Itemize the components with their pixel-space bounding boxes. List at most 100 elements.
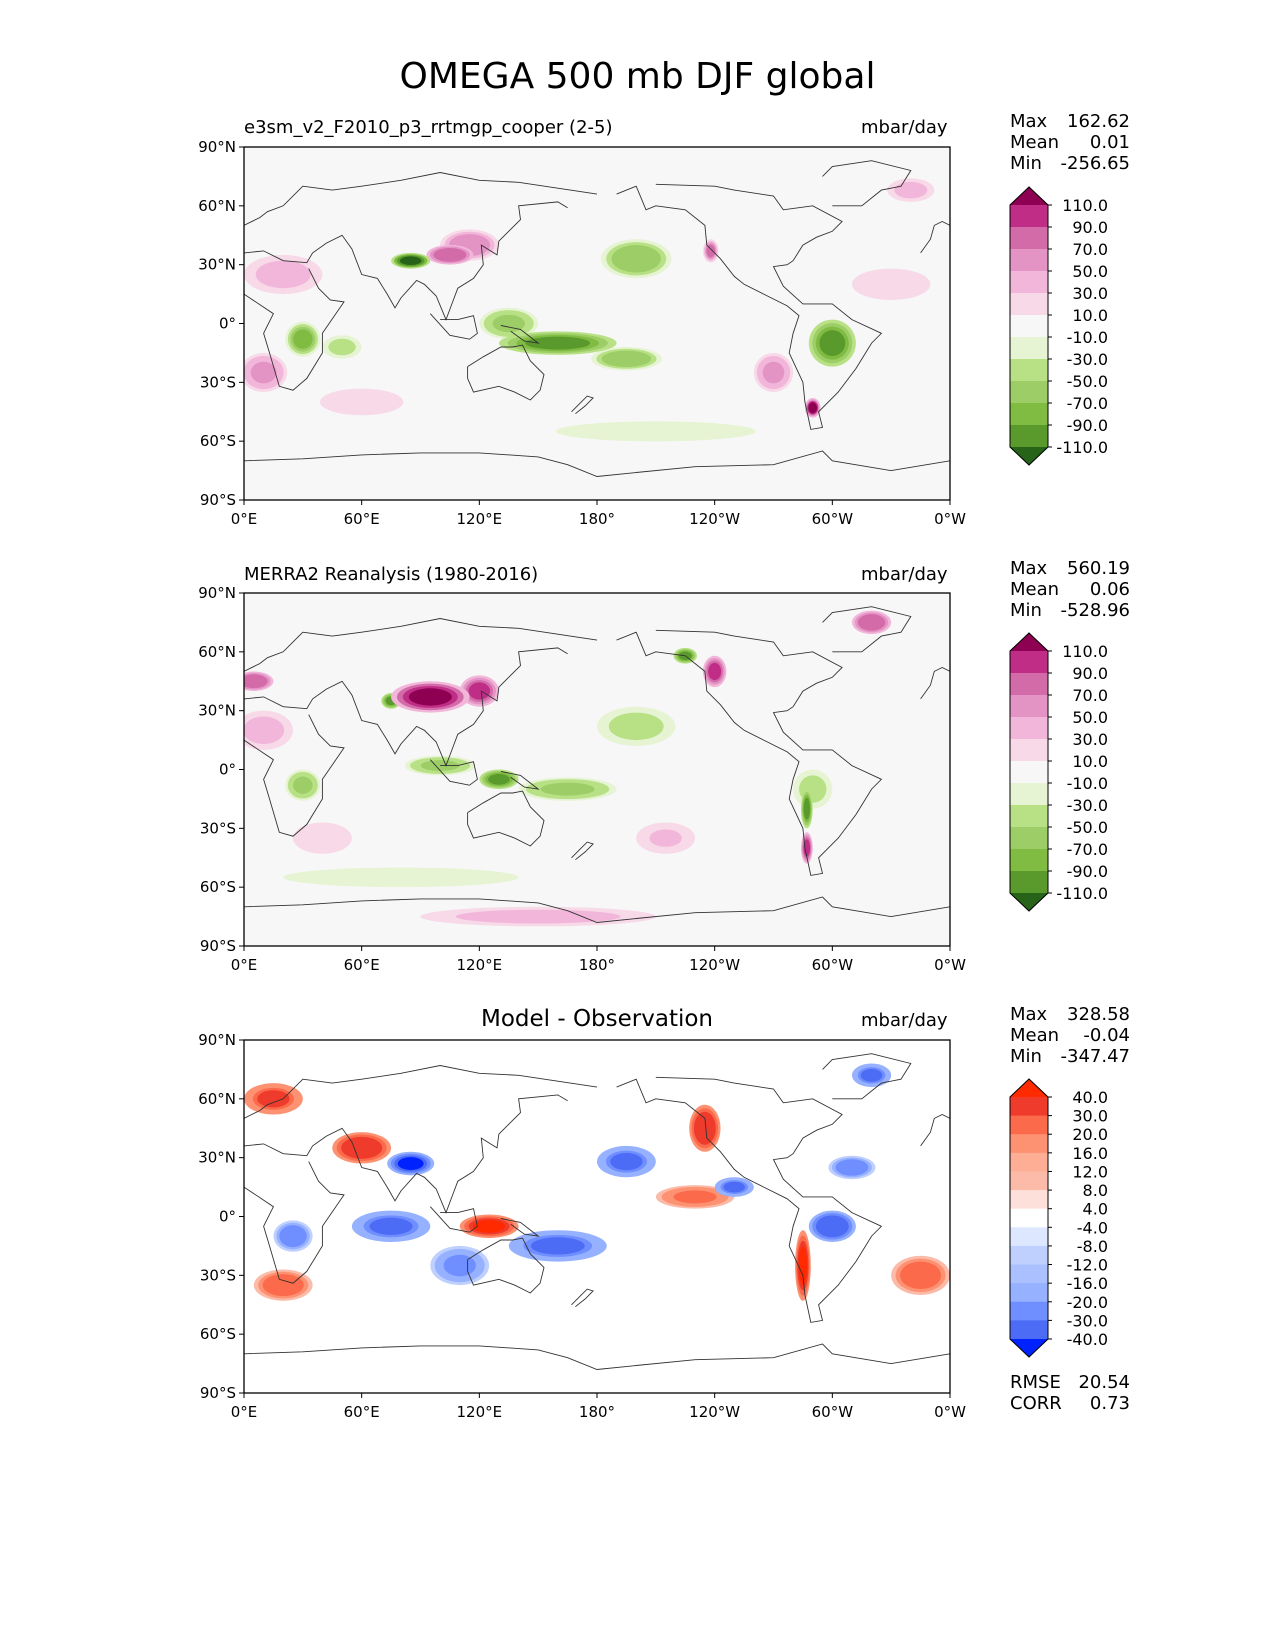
field-contour bbox=[472, 1219, 506, 1233]
colorbar-tick-label: -50.0 bbox=[1067, 818, 1108, 837]
map-panel-1: 0°E 60°E 120°E 180° 120°W 60°W 0°W 90°N 60°N 30°N… bbox=[198, 138, 966, 528]
field-contour bbox=[267, 1276, 300, 1294]
panel2-min-value: -528.96 bbox=[1060, 600, 1130, 621]
colorbar-tick-label: 40.0 bbox=[1072, 1088, 1108, 1107]
colorbar-segment bbox=[1010, 1190, 1048, 1210]
y-tick-label: 30°N bbox=[198, 1149, 236, 1167]
colorbar-segment bbox=[1010, 1134, 1048, 1154]
colorbar-segment bbox=[1010, 359, 1048, 382]
colorbar-segment bbox=[1010, 249, 1048, 272]
field-contour bbox=[492, 314, 525, 333]
colorbar-extend-bottom bbox=[1010, 447, 1048, 465]
colorbar-tick-label: 110.0 bbox=[1062, 642, 1108, 661]
colorbar-tick-label: 90.0 bbox=[1072, 218, 1108, 237]
colorbar-tick-label: 4.0 bbox=[1083, 1200, 1108, 1219]
x-tick-label: 0°E bbox=[231, 956, 258, 974]
field-contour bbox=[261, 263, 305, 286]
panel1-max-value: 162.62 bbox=[1067, 111, 1130, 132]
coastline bbox=[429, 759, 478, 786]
colorbar-segment bbox=[1010, 1245, 1048, 1266]
y-tick-label: 0° bbox=[219, 315, 236, 333]
x-tick-label: 60°E bbox=[344, 510, 380, 528]
coastline bbox=[429, 313, 478, 340]
panel3-mean-value: -0.04 bbox=[1083, 1025, 1130, 1046]
coastline bbox=[500, 325, 540, 344]
colorbar-segment bbox=[1010, 1227, 1048, 1247]
colorbar-tick-label: 10.0 bbox=[1072, 306, 1108, 325]
coastline bbox=[244, 1065, 598, 1119]
coastline bbox=[920, 220, 950, 254]
coastline bbox=[500, 771, 540, 790]
coastline bbox=[244, 896, 950, 923]
colorbar-tick-label: -20.0 bbox=[1067, 1293, 1108, 1312]
field-contour bbox=[607, 352, 646, 366]
field-contour bbox=[860, 615, 883, 629]
field-contour bbox=[250, 361, 277, 384]
colorbar-tick-label: -30.0 bbox=[1067, 796, 1108, 815]
colorbar-segment bbox=[1010, 1115, 1048, 1135]
field-contour bbox=[334, 393, 389, 411]
colorbar-tick-label: -16.0 bbox=[1067, 1274, 1108, 1293]
panel2-min-label: Min bbox=[1010, 600, 1042, 621]
colorbar-segment bbox=[1010, 717, 1048, 740]
field-contour bbox=[488, 773, 510, 785]
field-contour bbox=[708, 662, 722, 681]
x-tick-label: 120°W bbox=[689, 510, 740, 528]
y-tick-label: 30°N bbox=[198, 702, 236, 720]
y-tick-label: 90°N bbox=[198, 1031, 236, 1049]
colorbar-tick-label: -30.0 bbox=[1067, 350, 1108, 369]
field-contour bbox=[473, 911, 603, 922]
coastline bbox=[822, 1053, 912, 1100]
field-contour bbox=[819, 1217, 846, 1235]
coastline bbox=[467, 790, 545, 847]
coastline bbox=[822, 160, 912, 207]
map-panel-3: 0°E 60°E 120°E 180° 120°W 60°W 0°W 90°N 60°N 30°N… bbox=[198, 1031, 966, 1421]
x-tick-label: 0°W bbox=[934, 956, 966, 974]
map-panel-2: 0°E 60°E 120°E 180° 120°W 60°W 0°W 90°N 60°N 30°N… bbox=[198, 584, 966, 974]
field-contour bbox=[257, 1090, 290, 1108]
coastline bbox=[467, 1237, 545, 1294]
field-contour bbox=[336, 871, 466, 883]
field-contour bbox=[345, 1139, 378, 1157]
colorbar-segment bbox=[1010, 673, 1048, 696]
colorbar-tick-label: -8.0 bbox=[1077, 1237, 1108, 1256]
colorbar-segment bbox=[1010, 695, 1048, 718]
panel2-max-value: 560.19 bbox=[1067, 558, 1130, 579]
colorbar-segment bbox=[1010, 651, 1048, 674]
field-contour bbox=[306, 829, 339, 847]
coastline bbox=[920, 1113, 950, 1147]
field-contour bbox=[436, 249, 463, 261]
field-contour bbox=[282, 1227, 304, 1245]
panel3-min-value: -347.47 bbox=[1060, 1046, 1130, 1067]
colorbar-tick-label: -50.0 bbox=[1067, 372, 1108, 391]
y-tick-label: 60°N bbox=[198, 1090, 236, 1108]
colorbar-segment bbox=[1010, 425, 1048, 448]
colorbar-tick-label: -10.0 bbox=[1067, 774, 1108, 793]
field-contour bbox=[839, 1161, 865, 1174]
colorbar-segment bbox=[1010, 805, 1048, 828]
field-contour bbox=[819, 330, 846, 357]
colorbar-2: 110.0 90.0 70.0 50.0 30.0 10.0 -10.0 -30.0 -50.0… bbox=[1009, 632, 1108, 912]
colorbar-segment bbox=[1010, 293, 1048, 316]
coastline bbox=[616, 1076, 883, 1323]
field-contour bbox=[808, 402, 818, 414]
field-contour bbox=[904, 1264, 937, 1287]
colorbar-tick-label: -30.0 bbox=[1067, 1311, 1108, 1330]
x-tick-label: 120°W bbox=[689, 956, 740, 974]
y-tick-label: 60°N bbox=[198, 197, 236, 215]
field-contour bbox=[860, 1068, 883, 1082]
colorbar-segment bbox=[1010, 1152, 1048, 1172]
colorbar-tick-label: 110.0 bbox=[1062, 196, 1108, 215]
colorbar-tick-label: 16.0 bbox=[1072, 1144, 1108, 1163]
field-contour bbox=[706, 244, 716, 258]
field-contour bbox=[869, 275, 913, 293]
colorbar-tick-label: 30.0 bbox=[1072, 730, 1108, 749]
y-tick-label: 60°N bbox=[198, 643, 236, 661]
y-tick-label: 30°S bbox=[200, 819, 236, 837]
x-tick-label: 60°W bbox=[812, 1403, 854, 1421]
colorbar-segment bbox=[1010, 403, 1048, 426]
field-contour bbox=[614, 715, 658, 738]
colorbar-1: 110.0 90.0 70.0 50.0 30.0 10.0 -10.0 -30.0 -50.0… bbox=[1009, 186, 1108, 466]
colorbar-segment bbox=[1010, 827, 1048, 850]
